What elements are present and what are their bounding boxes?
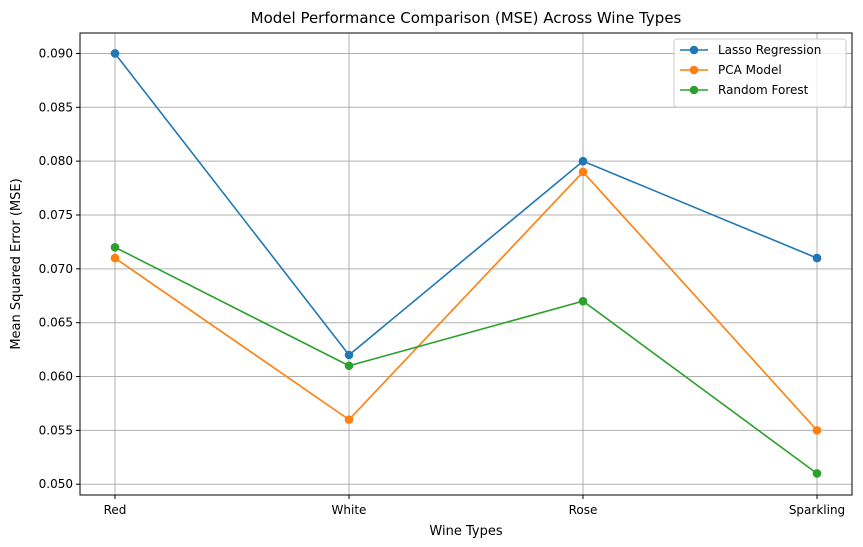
data-point — [812, 253, 822, 263]
legend-label: PCA Model — [718, 63, 782, 77]
data-point — [812, 426, 822, 435]
chart-title: Model Performance Comparison (MSE) Acros… — [251, 9, 682, 27]
x-tick-label: Rose — [569, 503, 598, 517]
legend-marker — [689, 45, 699, 55]
plot-area-frame — [79, 32, 853, 496]
legend-box — [673, 38, 847, 108]
data-point — [110, 49, 120, 58]
x-tick-label: Sparkling — [789, 503, 845, 517]
series-lines — [110, 49, 822, 478]
y-tick-label: 0.090 — [39, 46, 73, 60]
legend-label: Random Forest — [718, 83, 809, 97]
x-tick-label: Red — [104, 503, 127, 517]
data-point — [344, 350, 354, 360]
y-tick-label: 0.070 — [39, 262, 73, 276]
series-line — [114, 52, 818, 357]
legend: Lasso Regression PCA Model Random Forest — [673, 38, 847, 108]
y-tick-label: 0.060 — [39, 370, 73, 384]
series-line — [114, 246, 818, 475]
data-point — [578, 156, 588, 166]
y-axis-label: Mean Squared Error (MSE) — [9, 178, 24, 349]
data-point — [110, 253, 120, 263]
data-point — [578, 296, 588, 306]
y-axis-ticks: 0.050 0.055 0.060 0.065 0.070 0.075 0.080 0.085… — [39, 46, 80, 491]
y-tick-label: 0.055 — [39, 423, 73, 437]
data-point — [110, 243, 120, 252]
series-line — [114, 170, 818, 431]
y-tick-label: 0.050 — [39, 477, 73, 491]
x-tick-label: White — [332, 503, 367, 517]
y-tick-label: 0.085 — [39, 100, 73, 114]
data-point — [812, 469, 822, 478]
x-axis-label: Wine Types — [429, 524, 502, 539]
y-tick-label: 0.080 — [39, 154, 73, 168]
legend-marker — [689, 85, 699, 95]
data-point — [344, 415, 354, 424]
y-tick-label: 0.065 — [39, 316, 73, 330]
data-point — [578, 167, 588, 177]
legend-marker — [689, 65, 699, 75]
x-axis-ticks: Red White Rose Sparkling — [104, 495, 845, 517]
y-tick-label: 0.075 — [39, 208, 73, 222]
legend-label: Lasso Regression — [718, 43, 821, 57]
data-point — [344, 361, 354, 371]
